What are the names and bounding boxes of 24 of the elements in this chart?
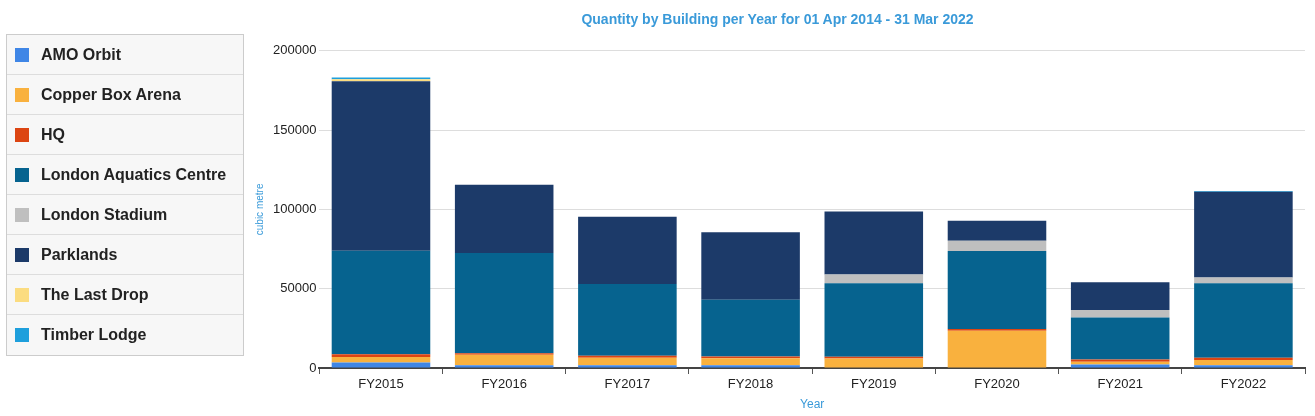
legend-label: Parklands <box>41 245 118 264</box>
legend-label: London Stadium <box>41 205 168 224</box>
y-tick-label: 50000 <box>280 280 317 296</box>
y-tick-label: 0 <box>309 359 317 375</box>
y-axis-title: cubic metre <box>253 183 265 236</box>
chart-title: Quantity by Building per Year for 01 Apr 2014 - 31 Mar 2022 <box>581 11 974 28</box>
x-tick-label: FY2021 <box>1097 376 1143 392</box>
x-tick-label: FY2020 <box>974 376 1020 392</box>
legend-label: AMO Orbit <box>41 45 121 64</box>
x-tick-label: FY2015 <box>358 376 404 392</box>
x-tick-label: FY2019 <box>851 376 897 392</box>
y-tick-label: 200000 <box>272 42 317 58</box>
legend-label: Timber Lodge <box>41 326 147 344</box>
y-tick-label: 100000 <box>272 200 317 216</box>
x-tick-label: FY2022 <box>1220 376 1267 392</box>
x-tick-label: FY2016 <box>481 376 527 392</box>
x-tick-label: FY2017 <box>604 376 651 392</box>
legend-label: Copper Box Arena <box>41 85 181 104</box>
legend-label: HQ <box>41 125 65 144</box>
x-axis-title: Year <box>800 397 825 412</box>
legend-label: London Aquatics Centre <box>41 165 227 184</box>
legend-label: The Last Drop <box>41 285 149 304</box>
x-tick-label: FY2018 <box>727 376 774 392</box>
y-tick-label: 150000 <box>272 121 317 137</box>
